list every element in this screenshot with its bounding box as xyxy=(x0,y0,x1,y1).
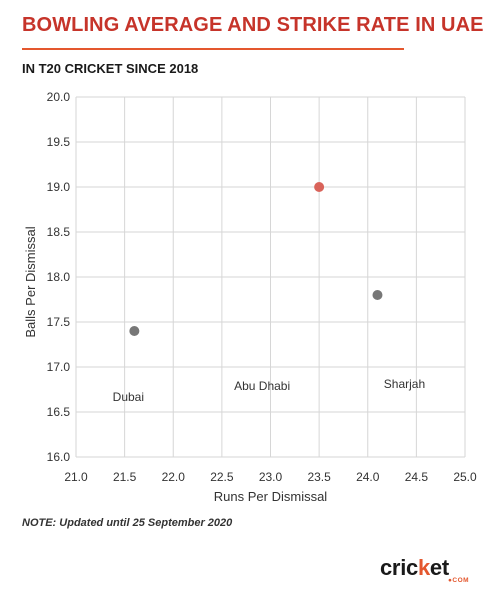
y-tick-label: 19.5 xyxy=(47,135,71,149)
point-label: Dubai xyxy=(113,390,144,404)
x-axis-ticks: 21.0 21.5 22.0 22.5 23.0 23.5 24.0 24.5 25.0 xyxy=(64,470,477,484)
footnote: NOTE: Updated until 25 September 2020 xyxy=(22,517,233,529)
y-tick-label: 16.5 xyxy=(47,405,71,419)
x-tick-label: 23.5 xyxy=(307,470,331,484)
y-tick-label: 17.5 xyxy=(47,315,71,329)
y-tick-label: 19.0 xyxy=(47,180,71,194)
x-tick-label: 21.5 xyxy=(113,470,137,484)
y-tick-label: 18.0 xyxy=(47,270,71,284)
x-tick-label: 25.0 xyxy=(453,470,477,484)
x-tick-label: 24.5 xyxy=(405,470,429,484)
y-tick-label: 17.0 xyxy=(47,360,71,374)
data-point-sharjah xyxy=(372,290,383,300)
x-tick-label: 22.0 xyxy=(162,470,186,484)
data-points xyxy=(129,182,383,336)
y-tick-label: 16.0 xyxy=(47,450,71,464)
x-tick-label: 23.0 xyxy=(259,470,283,484)
chart-subtitle: IN T20 CRICKET SINCE 2018 xyxy=(22,61,199,76)
chart-title: BOWLING AVERAGE AND STRIKE RATE IN UAE xyxy=(22,14,484,36)
chart-grid xyxy=(75,96,466,458)
y-axis-label: Balls Per Dismissal xyxy=(23,226,38,337)
data-point-abu-dhabi xyxy=(314,182,325,192)
y-tick-label: 18.5 xyxy=(47,225,71,239)
point-label: Sharjah xyxy=(384,377,425,391)
point-labels: Dubai Abu Dhabi Sharjah xyxy=(113,377,425,404)
y-axis-ticks: 16.0 16.5 17.0 17.5 18.0 18.5 19.0 19.5 20.0 xyxy=(47,90,71,464)
logo-wordmark: cricket xyxy=(380,555,449,580)
x-tick-label: 21.0 xyxy=(64,470,88,484)
cricket-com-logo: cricket ●COM xyxy=(380,557,480,587)
x-tick-label: 24.0 xyxy=(356,470,380,484)
x-tick-label: 22.5 xyxy=(210,470,234,484)
title-underline xyxy=(22,48,404,50)
point-label: Abu Dhabi xyxy=(234,379,290,393)
data-point-dubai xyxy=(129,326,140,336)
x-axis-label: Runs Per Dismissal xyxy=(214,489,328,504)
logo-domain: ●COM xyxy=(448,577,470,584)
y-tick-label: 20.0 xyxy=(47,90,71,104)
